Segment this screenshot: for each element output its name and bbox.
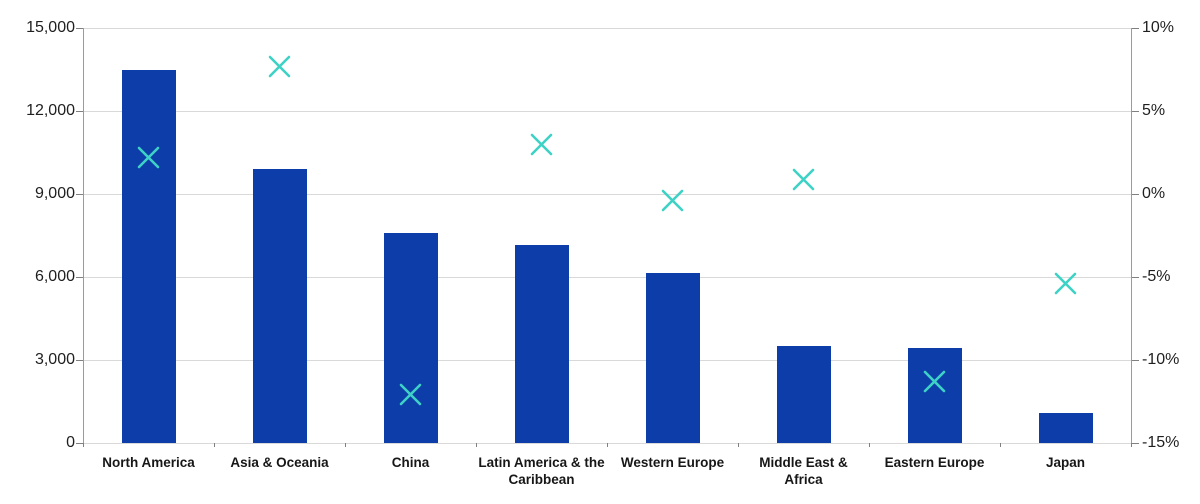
left-axis-tick bbox=[76, 442, 83, 444]
left-axis-tick-label: 9,000 bbox=[34, 185, 75, 202]
x-axis-tick bbox=[213, 443, 215, 447]
right-axis-tick bbox=[1132, 193, 1139, 195]
right-axis-tick-label: 10% bbox=[1142, 19, 1175, 36]
x-marker-latin-america-the-caribbean bbox=[529, 132, 554, 157]
left-axis-tick-label: 0 bbox=[66, 434, 75, 451]
x-axis-tick bbox=[475, 443, 477, 447]
left-axis-tick bbox=[76, 110, 83, 112]
bar-north-america bbox=[121, 69, 176, 443]
bar-japan bbox=[1038, 412, 1093, 443]
x-marker-asia-oceania bbox=[267, 54, 292, 79]
right-axis-tick bbox=[1132, 27, 1139, 29]
gridline bbox=[83, 193, 1131, 195]
gridline bbox=[83, 276, 1131, 278]
gridline bbox=[83, 27, 1131, 29]
right-axis-tick bbox=[1132, 359, 1139, 361]
category-label-latin-america-the-caribbean: Latin America & the Caribbean bbox=[478, 455, 605, 487]
left-axis-tick-label: 3,000 bbox=[34, 351, 75, 368]
category-label-north-america: North America bbox=[102, 455, 195, 470]
category-label-eastern-europe: Eastern Europe bbox=[884, 455, 985, 470]
right-axis-tick-label: 5% bbox=[1142, 102, 1166, 119]
x-axis-tick bbox=[82, 443, 84, 447]
x-marker-middle-east-africa bbox=[791, 167, 816, 192]
bar-asia-oceania bbox=[252, 169, 307, 443]
left-axis-tick bbox=[76, 193, 83, 195]
x-axis-tick bbox=[737, 443, 739, 447]
category-label-japan: Japan bbox=[1045, 455, 1086, 470]
left-axis-tick bbox=[76, 276, 83, 278]
left-axis-line bbox=[83, 28, 84, 447]
bar-western-europe bbox=[645, 272, 700, 443]
right-axis-line bbox=[1131, 28, 1132, 447]
category-label-middle-east-africa: Middle East & Africa bbox=[759, 455, 848, 487]
right-axis-tick bbox=[1132, 276, 1139, 278]
x-axis-tick bbox=[606, 443, 608, 447]
x-marker-china bbox=[398, 382, 423, 407]
x-marker-north-america bbox=[136, 145, 161, 170]
right-axis-tick bbox=[1132, 442, 1139, 444]
left-axis-tick-label: 6,000 bbox=[34, 268, 75, 285]
x-axis-tick bbox=[1130, 443, 1132, 447]
left-axis-tick bbox=[76, 27, 83, 29]
bar-middle-east-africa bbox=[776, 346, 831, 443]
category-label-china: China bbox=[391, 455, 430, 470]
x-marker-japan bbox=[1053, 271, 1078, 296]
right-axis-tick-label: -15% bbox=[1142, 434, 1180, 451]
right-axis-tick-label: -10% bbox=[1142, 351, 1180, 368]
bar-latin-america-the-caribbean bbox=[514, 245, 569, 443]
left-axis-tick-label: 15,000 bbox=[26, 19, 75, 36]
x-axis-tick bbox=[344, 443, 346, 447]
left-axis-tick bbox=[76, 359, 83, 361]
x-marker-eastern-europe bbox=[922, 369, 947, 394]
gridline bbox=[83, 110, 1131, 112]
x-marker-western-europe bbox=[660, 188, 685, 213]
x-axis-tick bbox=[868, 443, 870, 447]
category-label-asia-oceania: Asia & Oceania bbox=[230, 455, 329, 470]
category-label-western-europe: Western Europe bbox=[620, 455, 725, 470]
bar-eastern-europe bbox=[907, 347, 962, 443]
right-axis-tick-label: 0% bbox=[1142, 185, 1166, 202]
left-axis-tick-label: 12,000 bbox=[26, 102, 75, 119]
bar-china bbox=[383, 232, 438, 443]
x-axis-tick bbox=[999, 443, 1001, 447]
right-axis-tick bbox=[1132, 110, 1139, 112]
right-axis-tick-label: -5% bbox=[1142, 268, 1171, 285]
gridline bbox=[83, 359, 1131, 361]
